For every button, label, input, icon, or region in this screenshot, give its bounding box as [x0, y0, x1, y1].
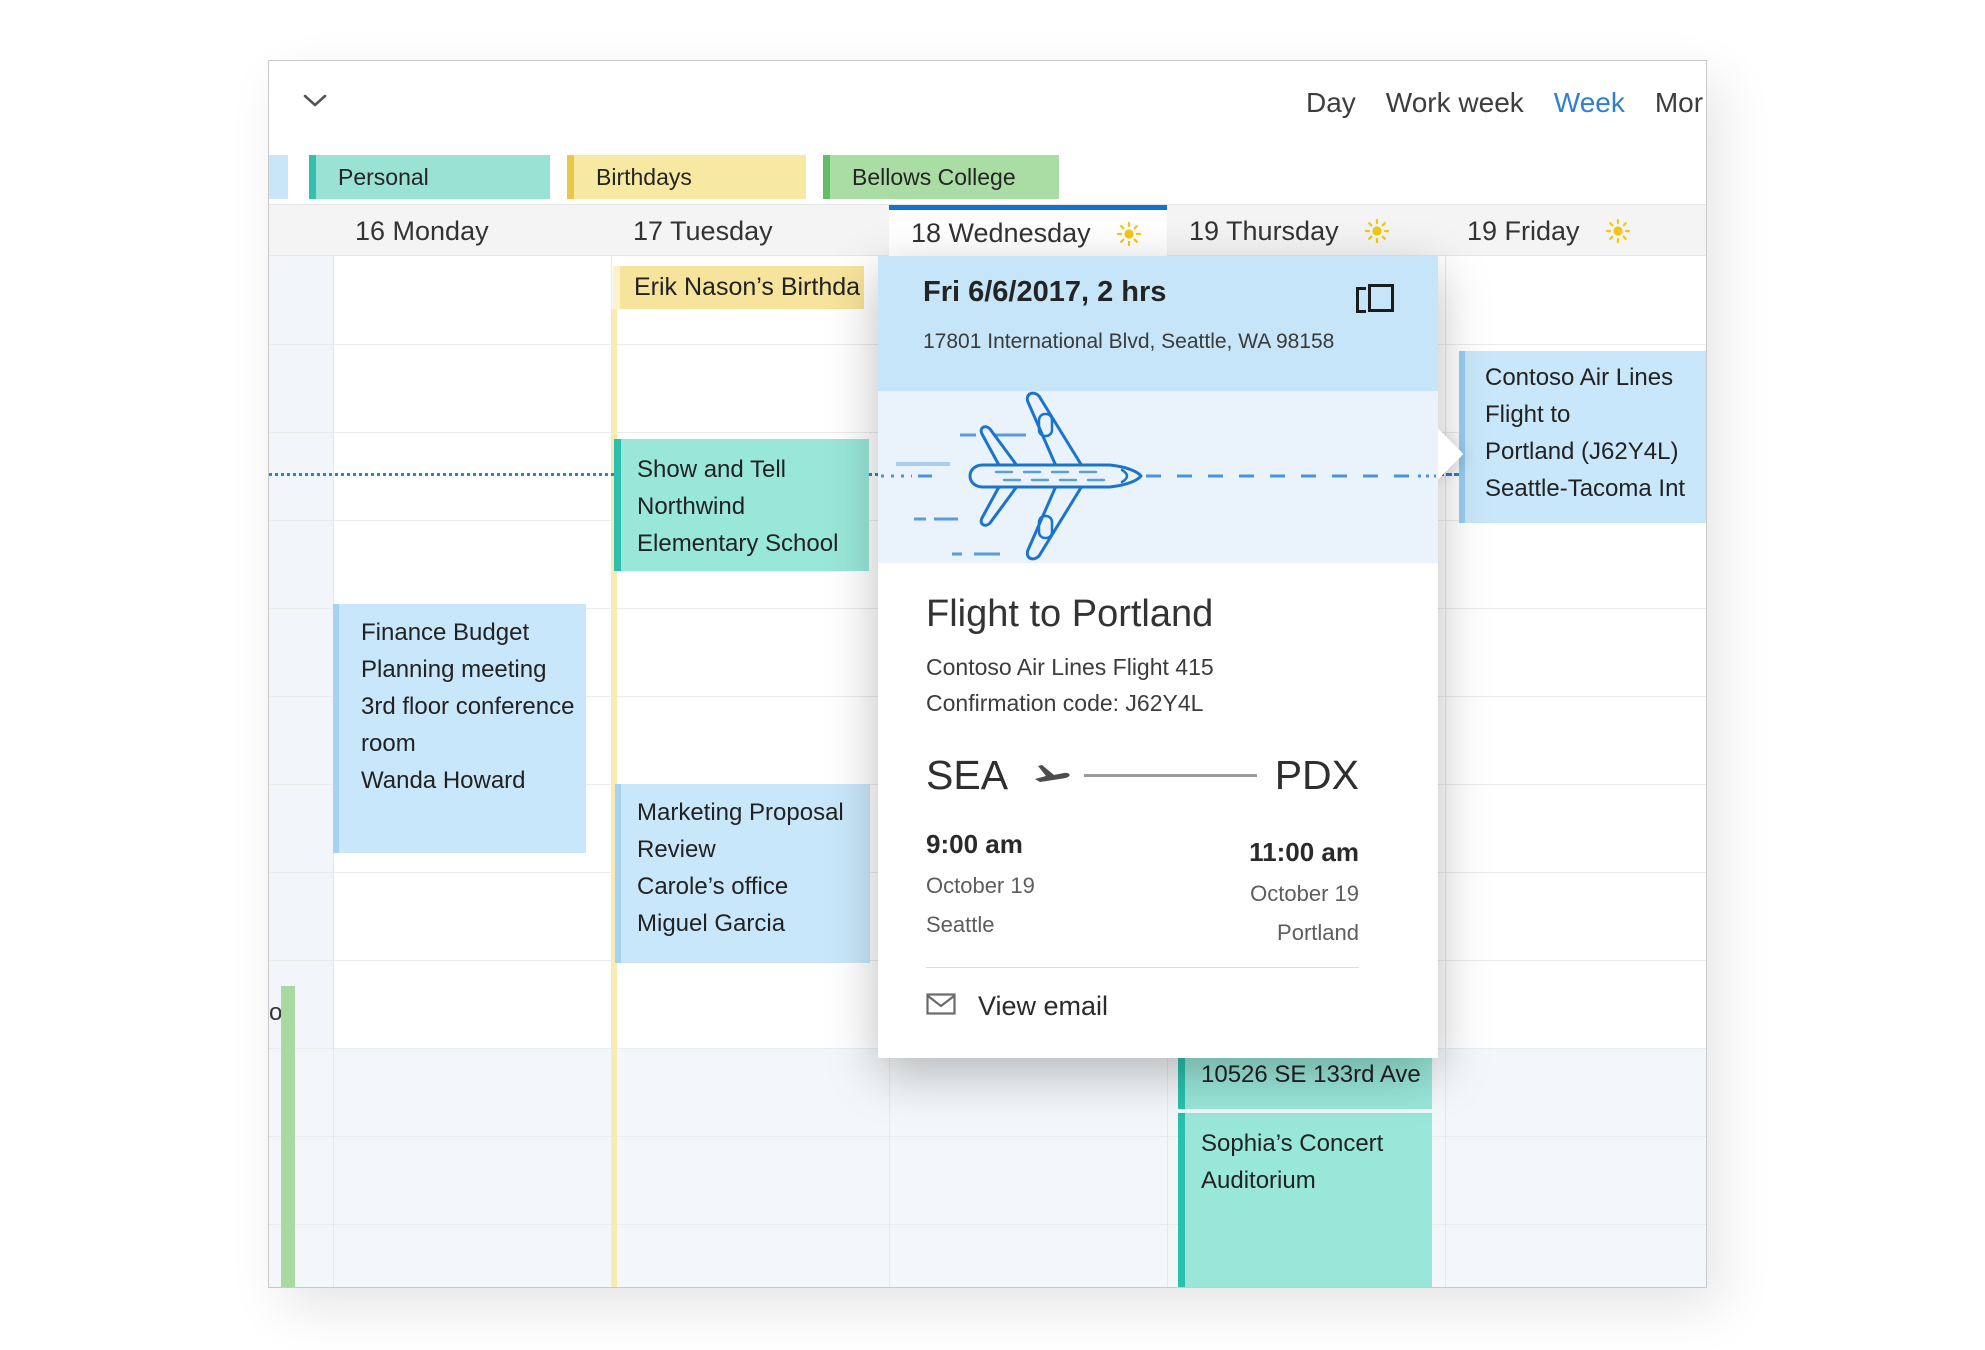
view-switcher: Day Work week Week Mor	[1306, 87, 1703, 119]
departure-date: October 19	[926, 873, 1035, 898]
calendar-pill-personal[interactable]: Personal	[309, 155, 550, 199]
current-time-indicator	[269, 473, 878, 476]
flight-details-popup: Fri 6/6/2017, 2 hrs 17801 International …	[878, 256, 1464, 1058]
popup-header: Fri 6/6/2017, 2 hrs 17801 International …	[878, 256, 1438, 391]
day-header-wednesday-selected[interactable]: 18 Wednesday	[889, 205, 1167, 257]
tab-work-week[interactable]: Work week	[1385, 87, 1524, 118]
day-label: 18 Wednesday	[911, 218, 1091, 248]
event-erik-birthday[interactable]: Erik Nason’s Birthda	[613, 266, 864, 309]
arrival-time: 11:00 am	[1249, 837, 1359, 867]
arrival-date: October 19	[1250, 881, 1359, 906]
calendar-pill-bellows[interactable]: Bellows College Football	[823, 155, 1059, 199]
popup-address: 17801 International Blvd, Seattle, WA 98…	[923, 330, 1335, 353]
sun-icon	[1605, 219, 1630, 243]
event-sophias-concert[interactable]: Sophia’s Concert Auditorium	[1178, 1113, 1432, 1287]
day-header-row: 16 Monday 17 Tuesday 18 Wednesday 19 Thu…	[269, 204, 1706, 257]
event-finance-budget[interactable]: Finance Budget Planning meeting 3rd floo…	[333, 604, 586, 853]
chevron-down-icon	[303, 94, 327, 113]
popup-confirmation: Confirmation code: J62Y4L	[926, 690, 1204, 716]
departure-time: 9:00 am	[926, 829, 1023, 859]
day-label: 19 Thursday	[1189, 215, 1339, 246]
sun-icon	[1364, 219, 1389, 243]
calendar-window: Day Work week Week Mor Personal Birthday…	[268, 60, 1707, 1288]
event-partial-sunday-bar	[281, 986, 295, 1287]
view-email-label: View email	[978, 991, 1109, 1021]
off-hours-shading	[269, 1048, 1706, 1287]
calendar-pill-partial[interactable]	[269, 155, 288, 199]
day-label: 17 Tuesday	[633, 215, 773, 246]
origin-code: SEA	[926, 752, 1009, 798]
birthday-column-stripe	[612, 309, 617, 1287]
airplane-illustration	[878, 391, 1438, 563]
view-email-button[interactable]: View email	[926, 991, 1108, 1022]
calendar-pill-birthdays[interactable]: Birthdays	[567, 155, 806, 199]
plane-icon	[1034, 763, 1070, 789]
sun-icon	[1116, 221, 1141, 246]
day-header-tuesday[interactable]: 17 Tuesday	[611, 205, 889, 257]
day-header-monday[interactable]: 16 Monday	[333, 205, 611, 257]
day-label: 19 Friday	[1467, 215, 1580, 246]
destination-code: PDX	[1274, 752, 1359, 798]
event-show-and-tell[interactable]: Show and Tell Northwind Elementary Schoo…	[614, 439, 869, 571]
airplane-icon	[881, 391, 1436, 561]
route-row: SEA PDX	[926, 752, 1359, 799]
departure-city: Seattle	[926, 912, 995, 937]
tab-month[interactable]: Mor	[1654, 87, 1704, 118]
envelope-icon	[926, 993, 956, 1020]
event-marketing-proposal[interactable]: Marketing Proposal Review Carole’s offic…	[615, 784, 870, 963]
day-header-thursday[interactable]: 19 Thursday	[1167, 205, 1445, 257]
event-contoso-flight[interactable]: Contoso Air Lines Flight to Portland (J6…	[1459, 351, 1706, 523]
popup-title: Flight to Portland	[926, 593, 1214, 635]
arrival-info: 11:00 am October 19 Portland	[1249, 837, 1359, 946]
arrival-city: Portland	[1277, 920, 1359, 945]
tab-week[interactable]: Week	[1553, 87, 1625, 118]
current-time-indicator-right	[1438, 473, 1460, 476]
popup-airline: Contoso Air Lines Flight 415	[926, 654, 1214, 680]
day-label: 16 Monday	[355, 215, 489, 246]
popup-datetime: Fri 6/6/2017, 2 hrs	[923, 276, 1167, 308]
tab-day[interactable]: Day	[1306, 87, 1356, 118]
collapse-button[interactable]	[295, 83, 335, 123]
route-line	[1084, 774, 1257, 777]
day-header-friday[interactable]: 19 Friday	[1445, 205, 1706, 257]
departure-info: 9:00 am October 19 Seattle	[926, 829, 1035, 938]
popout-icon[interactable]	[1356, 284, 1396, 314]
popup-divider	[926, 967, 1359, 968]
